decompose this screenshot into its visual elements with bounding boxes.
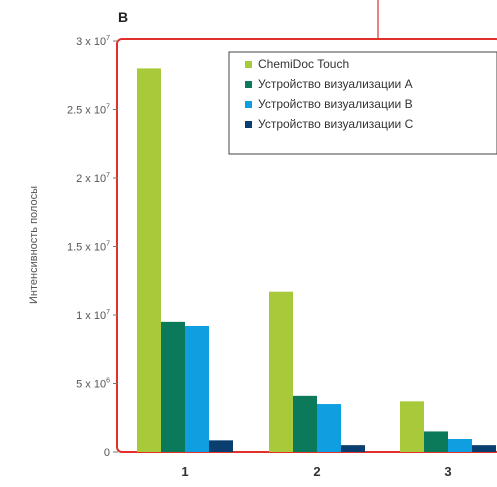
bar <box>185 325 209 452</box>
bar <box>317 404 341 452</box>
y-tick-label: 5 x 106 <box>76 378 110 391</box>
legend-label: Устройство визуализации A <box>258 77 413 91</box>
bars <box>137 68 496 453</box>
legend: ChemiDoc Touch Устройство визуализации A У… <box>228 51 497 155</box>
bar <box>472 445 496 452</box>
bar <box>341 445 365 452</box>
bar <box>269 291 293 452</box>
bar <box>293 395 317 452</box>
legend-box <box>228 51 497 155</box>
x-axis: 1 2 3 <box>181 464 451 479</box>
bar <box>209 440 233 452</box>
y-tick-label: 3 x 107 <box>76 35 110 48</box>
legend-label: Устройство визуализации C <box>258 117 414 131</box>
bar <box>448 438 472 452</box>
y-tick-label: 1 x 107 <box>76 309 110 322</box>
bar <box>424 431 448 452</box>
bar <box>161 321 185 452</box>
panel-label: B <box>118 9 129 25</box>
y-axis: 0 5 x 106 1 x 107 1.5 x 107 2 x 107 2.5 x 107… <box>67 35 118 459</box>
legend-swatch <box>245 61 252 68</box>
y-axis-label: Интенсивность полосы <box>28 186 40 304</box>
legend-swatch <box>245 121 252 128</box>
legend-swatch <box>245 81 252 88</box>
legend-label: ChemiDoc Touch <box>258 57 349 71</box>
bar <box>400 401 424 452</box>
y-tick-label: 2.5 x 107 <box>67 104 110 117</box>
x-tick-label: 1 <box>181 464 188 479</box>
legend-swatch <box>245 101 252 108</box>
legend-label: Устройство визуализации B <box>258 97 413 111</box>
y-tick-label: 2 x 107 <box>76 172 110 185</box>
y-tick-label: 1.5 x 107 <box>67 241 110 254</box>
bar <box>137 68 161 453</box>
x-tick-label: 2 <box>313 464 320 479</box>
y-tick-label: 0 <box>104 447 110 459</box>
x-tick-label: 3 <box>444 464 451 479</box>
